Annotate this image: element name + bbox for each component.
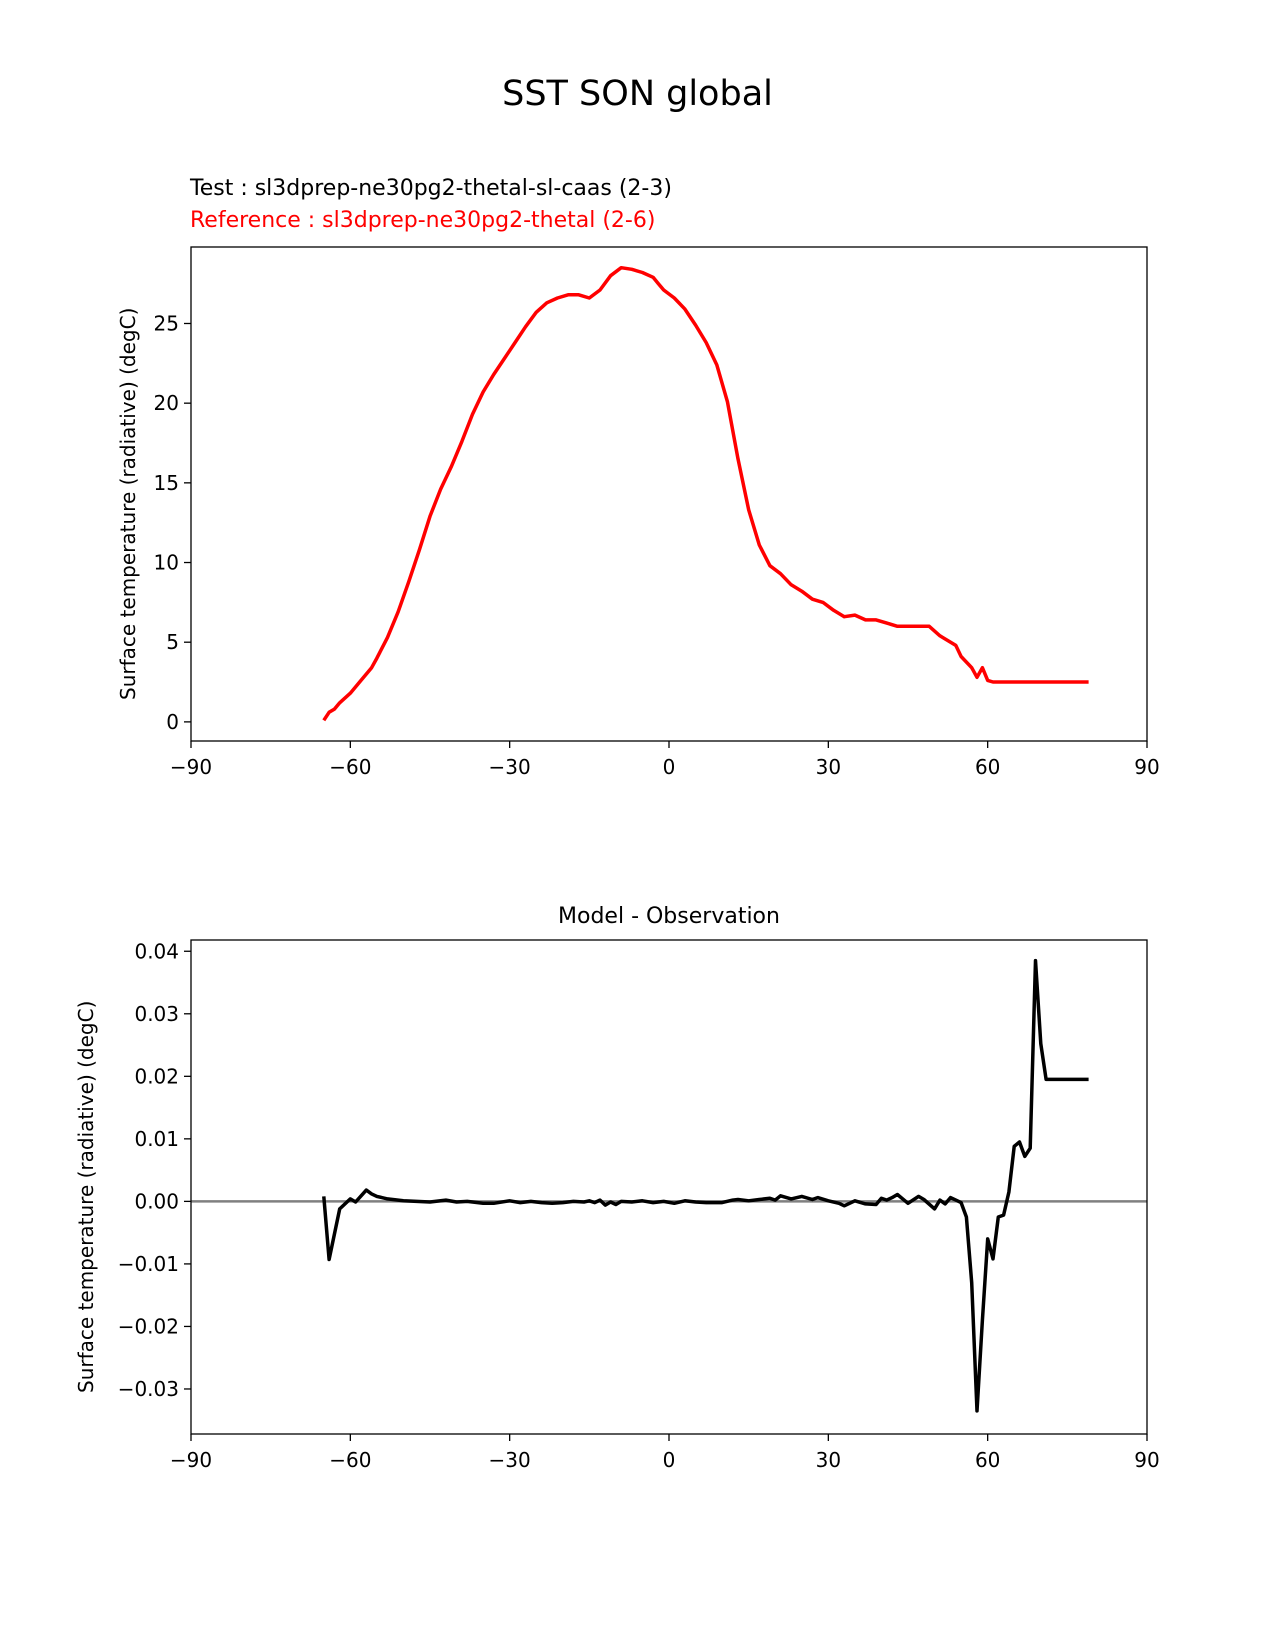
bottom-y-tick-label: 0.03	[134, 1002, 179, 1026]
top-series-line-0	[322, 265, 1089, 722]
top-y-tick-label: 0	[166, 710, 179, 734]
top-plot: −90 −60 −30 0 30 60 90 0 5 10 15 20 25	[154, 246, 1160, 779]
bottom-plot-frame	[190, 939, 1148, 1435]
bottom-x-tick-label: 0	[663, 1448, 676, 1472]
top-x-tick-label: −60	[329, 755, 371, 779]
top-y-tick-label: 10	[154, 551, 179, 575]
top-x-tick-label: −90	[170, 755, 212, 779]
bottom-x-tick-label: −90	[170, 1448, 212, 1472]
bottom-x-tick-label: −60	[329, 1448, 371, 1472]
bottom-y-tick-label: 0.01	[134, 1127, 179, 1151]
bottom-x-tick-label: −30	[489, 1448, 531, 1472]
bottom-y-tick-label: 0.00	[134, 1189, 179, 1213]
top-x-tick-label: 90	[1134, 755, 1159, 779]
top-y-tick-label: 20	[154, 391, 179, 415]
top-y-tick-label: 25	[154, 311, 179, 335]
bottom-plot: −90 −60 −30 0 30 60 90 −0.03 −0.02 −0.01 0.00 0.01 0…	[118, 939, 1160, 1472]
bottom-y-tick-label: −0.01	[118, 1252, 179, 1276]
top-y-tick-label: 5	[166, 630, 179, 654]
top-x-tick-label: −30	[489, 755, 531, 779]
bottom-series-line-0	[322, 958, 1089, 1413]
difference-plot-title: Model - Observation	[558, 904, 780, 929]
test-label: Test : sl3dprep-ne30pg2-thetal-sl-caas (…	[190, 176, 672, 201]
bottom-x-tick-label: 90	[1134, 1448, 1159, 1472]
top-x-tick-label: 30	[816, 755, 841, 779]
bottom-y-tick-label: 0.04	[134, 939, 179, 963]
top-x-tick-label: 60	[975, 755, 1000, 779]
top-y-tick-label: 15	[154, 471, 179, 495]
figure-title: SST SON global	[502, 74, 773, 114]
top-x-tick-label: 0	[663, 755, 676, 779]
bottom-y-tick-label: −0.02	[118, 1314, 179, 1338]
bottom-x-tick-label: 30	[816, 1448, 841, 1472]
bottom-y-tick-label: −0.03	[118, 1377, 179, 1401]
reference-label: Reference : sl3dprep-ne30pg2-thetal (2-6…	[190, 208, 656, 233]
top-plot-frame	[190, 246, 1148, 742]
bottom-y-tick-label: 0.02	[134, 1064, 179, 1088]
bottom-x-tick-label: 60	[975, 1448, 1000, 1472]
